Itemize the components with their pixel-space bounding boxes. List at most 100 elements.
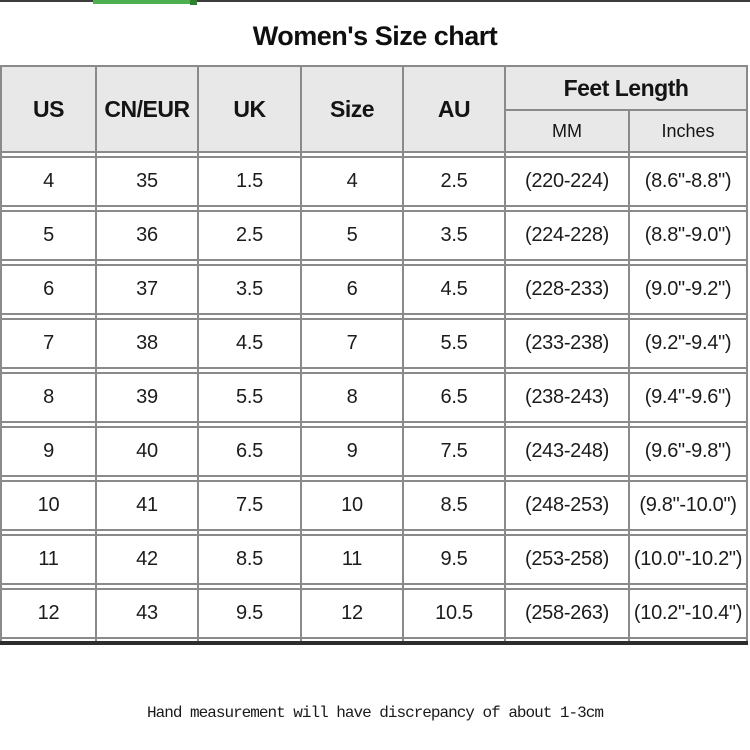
table-cell: 5 <box>0 210 97 261</box>
gap-cell <box>402 205 506 212</box>
gap-cell <box>504 637 630 645</box>
gap-cell <box>197 205 302 212</box>
gap-cell <box>504 475 630 482</box>
gap-cell <box>628 583 748 590</box>
gap-cell <box>197 421 302 428</box>
header-row-sub: MM Inches <box>1 109 748 153</box>
table-cell: 3.5 <box>197 264 302 315</box>
table-cell: 4.5 <box>197 318 302 369</box>
table-cell: 6 <box>300 264 404 315</box>
table-cell: 3.5 <box>402 210 506 261</box>
gap-cell <box>95 205 199 212</box>
table-row: 9 40 6.5 9 7.5 (243-248) (9.6"-9.8") <box>0 426 748 477</box>
gap-cell <box>197 313 302 320</box>
table-cell: (220-224) <box>504 156 630 207</box>
table-cell: 8 <box>0 372 97 423</box>
table-row: 11 42 8.5 11 9.5 (253-258) (10.0"-10.2") <box>0 534 748 585</box>
column-header-size: Size <box>300 65 404 153</box>
row-gap <box>0 475 748 482</box>
gap-cell <box>0 205 97 212</box>
gap-cell <box>197 529 302 536</box>
top-edge-line <box>0 0 750 2</box>
gap-cell <box>504 313 630 320</box>
table-row: 6 37 3.5 6 4.5 (228-233) (9.0"-9.2") <box>0 264 748 315</box>
gap-cell <box>95 637 199 645</box>
table-cell: (243-248) <box>504 426 630 477</box>
gap-cell <box>628 205 748 212</box>
gap-cell <box>628 529 748 536</box>
table-cell: (253-258) <box>504 534 630 585</box>
table-row: 12 43 9.5 12 10.5 (258-263) (10.2"-10.4") <box>0 588 748 639</box>
table-row: 4 35 1.5 4 2.5 (220-224) (8.6"-8.8") <box>0 156 748 207</box>
size-chart-table: US CN/EUR UK Size AU Feet Length MM Inch… <box>0 65 748 645</box>
column-header-uk: UK <box>197 65 302 153</box>
gap-cell <box>628 475 748 482</box>
gap-cell <box>300 421 404 428</box>
table-cell: (224-228) <box>504 210 630 261</box>
table-cell: 2.5 <box>197 210 302 261</box>
gap-cell <box>402 421 506 428</box>
table-cell: (248-253) <box>504 480 630 531</box>
table-cell: 42 <box>95 534 199 585</box>
gap-cell <box>0 313 97 320</box>
gap-cell <box>628 151 748 158</box>
gap-cell <box>628 421 748 428</box>
table-cell: 6 <box>0 264 97 315</box>
gap-cell <box>628 259 748 266</box>
table-cell: (10.2"-10.4") <box>628 588 748 639</box>
table-cell: 41 <box>95 480 199 531</box>
table-cell: 7.5 <box>402 426 506 477</box>
gap-cell <box>300 367 404 374</box>
row-gap <box>0 205 748 212</box>
gap-cell <box>402 313 506 320</box>
gap-cell <box>95 583 199 590</box>
gap-cell <box>402 529 506 536</box>
gap-cell <box>504 583 630 590</box>
column-header-mm: MM <box>504 109 630 153</box>
gap-cell <box>402 637 506 645</box>
column-header-inches: Inches <box>628 109 748 153</box>
table-cell: 5 <box>300 210 404 261</box>
gap-cell <box>197 151 302 158</box>
gap-cell <box>95 475 199 482</box>
gap-cell <box>504 529 630 536</box>
table-cell: 10 <box>0 480 97 531</box>
gap-cell <box>0 475 97 482</box>
table-cell: (9.4"-9.6") <box>628 372 748 423</box>
gap-cell <box>504 367 630 374</box>
gap-cell <box>402 475 506 482</box>
table-cell: 10 <box>300 480 404 531</box>
table-cell: 12 <box>300 588 404 639</box>
gap-cell <box>95 367 199 374</box>
gap-cell <box>300 205 404 212</box>
gap-cell <box>95 259 199 266</box>
row-gap <box>0 259 748 266</box>
gap-cell <box>197 583 302 590</box>
gap-cell <box>0 529 97 536</box>
table-cell: (238-243) <box>504 372 630 423</box>
table-cell: (8.6"-8.8") <box>628 156 748 207</box>
table-cell: 1.5 <box>197 156 302 207</box>
table-cell: (258-263) <box>504 588 630 639</box>
column-header-us: US <box>0 65 97 153</box>
table-cell: (233-238) <box>504 318 630 369</box>
gap-cell <box>0 583 97 590</box>
table-cell: 11 <box>0 534 97 585</box>
column-header-au: AU <box>402 65 506 153</box>
table-cell: 12 <box>0 588 97 639</box>
gap-cell <box>628 637 748 645</box>
table-header: US CN/EUR UK Size AU Feet Length MM Inch… <box>0 65 748 153</box>
table-cell: 7 <box>300 318 404 369</box>
gap-cell <box>628 313 748 320</box>
table-cell: 7.5 <box>197 480 302 531</box>
table-cell: 5.5 <box>197 372 302 423</box>
table-cell: (10.0"-10.2") <box>628 534 748 585</box>
table-cell: 43 <box>95 588 199 639</box>
table-cell: (9.2"-9.4") <box>628 318 748 369</box>
progress-bar <box>93 0 190 4</box>
gap-cell <box>197 259 302 266</box>
gap-cell <box>504 151 630 158</box>
gap-cell <box>197 367 302 374</box>
column-header-cn-eur: CN/EUR <box>95 65 199 153</box>
gap-cell <box>95 151 199 158</box>
